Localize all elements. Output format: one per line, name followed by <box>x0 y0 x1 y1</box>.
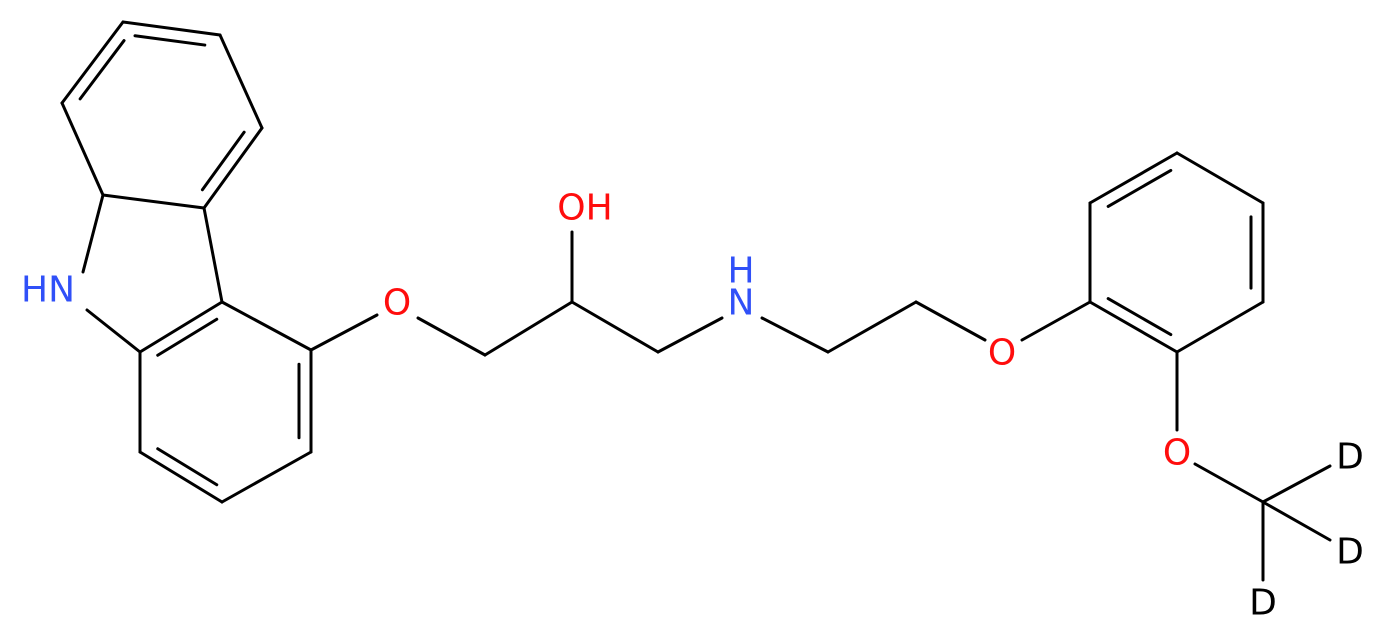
atom-label: H <box>727 251 754 292</box>
bond <box>60 20 125 105</box>
bond <box>85 308 142 354</box>
atom-label: HN <box>21 270 75 311</box>
bond <box>156 447 219 487</box>
bond <box>133 34 207 47</box>
atom-label: O <box>1163 433 1191 474</box>
bond <box>1020 300 1092 342</box>
bond <box>220 450 313 504</box>
atom-label: D <box>1249 583 1277 624</box>
bond <box>1106 297 1173 337</box>
bond <box>570 300 660 354</box>
bond <box>1261 464 1332 504</box>
bond <box>826 300 918 354</box>
bond <box>1175 151 1265 205</box>
bond <box>156 317 219 357</box>
bond <box>101 193 206 210</box>
bond <box>760 316 830 354</box>
bond <box>309 313 379 352</box>
atom-label: D <box>1336 532 1364 573</box>
atom-label: O <box>988 333 1016 374</box>
bond <box>220 300 313 352</box>
bonds <box>60 20 1332 582</box>
bond <box>218 33 264 130</box>
atom-label: OH <box>557 188 612 229</box>
bond <box>121 20 222 37</box>
bond <box>656 316 724 354</box>
atom-label: D <box>1336 437 1364 478</box>
bond <box>416 316 487 357</box>
bond <box>60 101 105 197</box>
bond <box>138 450 224 504</box>
bond <box>1088 151 1179 205</box>
bond <box>138 300 224 354</box>
atom-label: O <box>383 283 411 324</box>
bond <box>1106 168 1173 208</box>
bond <box>78 39 126 101</box>
bond <box>202 206 224 304</box>
bond <box>1175 300 1265 354</box>
bond <box>914 300 987 342</box>
bond <box>1088 300 1179 354</box>
bond <box>483 300 574 357</box>
bond <box>202 126 264 210</box>
bond <box>200 130 246 192</box>
bond <box>1261 500 1332 542</box>
atom-label: N <box>728 283 755 324</box>
bond <box>81 193 105 274</box>
bond <box>1193 462 1265 504</box>
